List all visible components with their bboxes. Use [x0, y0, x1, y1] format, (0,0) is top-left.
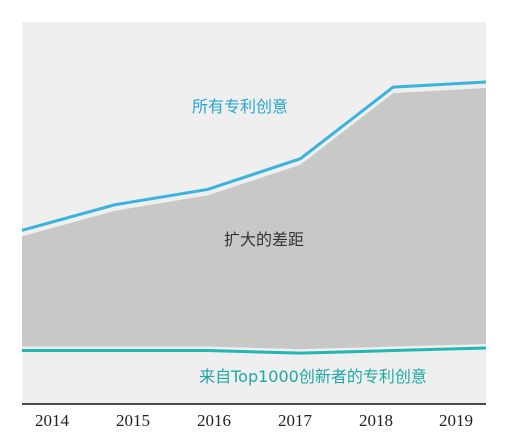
x-tick-label-2019: 2019 — [439, 411, 473, 430]
gap-area — [22, 88, 486, 350]
x-tick-label-2018: 2018 — [359, 411, 393, 430]
x-axis-ticks: 2014 2015 2016 2017 2018 2019 — [35, 411, 473, 430]
x-tick-label-2015: 2015 — [116, 411, 150, 430]
label-gap: 扩大的差距 — [224, 230, 304, 249]
label-top1000: 来自Top1000创新者的专利创意 — [199, 367, 427, 386]
x-tick-label-2016: 2016 — [197, 411, 231, 430]
label-all-patents: 所有专利创意 — [192, 97, 288, 116]
series-line-top1000 — [22, 346, 487, 355]
series-line-all-patents — [21, 80, 487, 232]
x-tick-label-2014: 2014 — [35, 411, 70, 430]
x-tick-label-2017: 2017 — [278, 411, 313, 430]
